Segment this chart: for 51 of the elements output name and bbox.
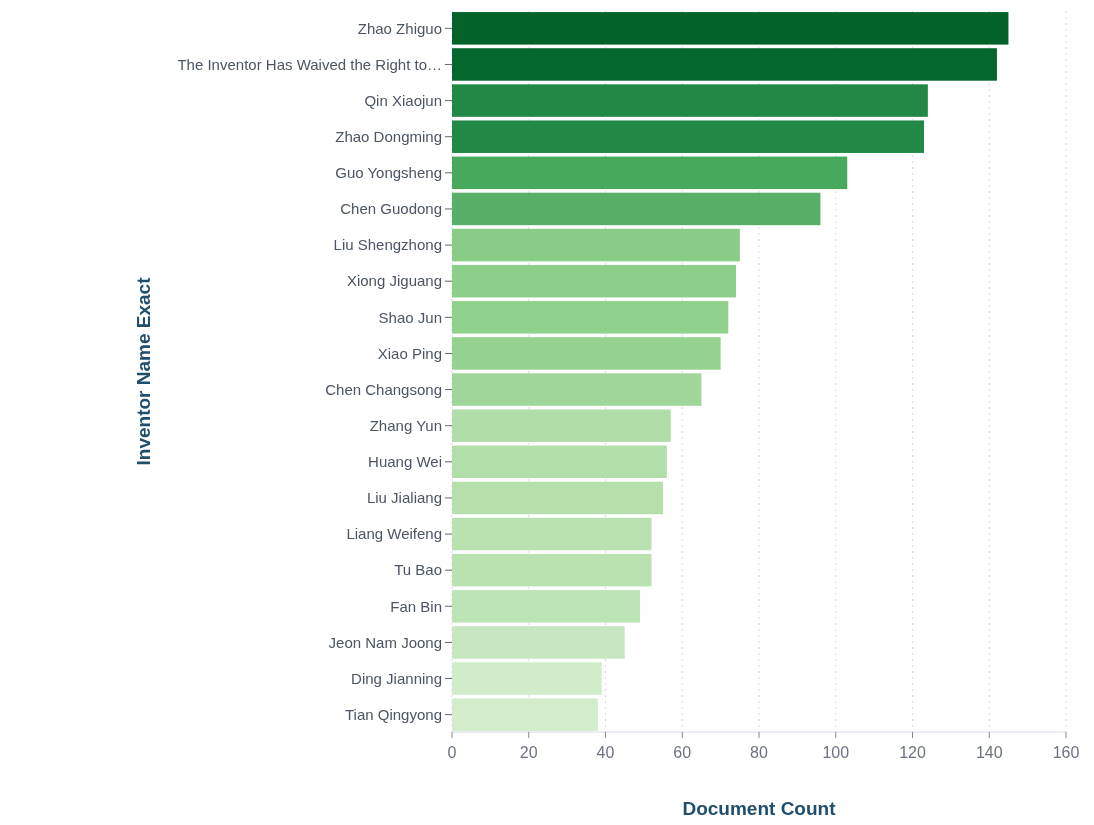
bar [452, 445, 667, 479]
y-tick-label: Zhao Zhiguo [357, 19, 442, 37]
x-tick-label: 160 [1052, 744, 1080, 761]
bar [452, 553, 652, 587]
bar [452, 264, 736, 298]
y-tick-label: Xiao Ping [377, 344, 442, 362]
bar [452, 698, 598, 731]
bar [452, 626, 625, 659]
bar [452, 84, 928, 117]
y-tick-label: Chen Changsong [325, 380, 442, 398]
bar [452, 481, 664, 515]
x-tick-label: 60 [673, 744, 692, 761]
x-tick-label: 120 [899, 744, 926, 761]
y-tick-label: Liang Weifeng [346, 525, 442, 543]
y-tick-label: The Inventor Has Waived the Right to… [177, 55, 442, 73]
bar [452, 590, 641, 623]
y-tick-label: Huang Wei [368, 453, 442, 471]
y-tick-label: Zhang Yun [369, 416, 442, 434]
bar [452, 120, 925, 153]
x-tick-label: 0 [447, 744, 457, 761]
x-tick-label: 140 [975, 744, 1003, 761]
x-tick-label: 80 [750, 744, 768, 761]
y-tick-label: Shao Jun [378, 308, 442, 326]
bar [452, 228, 740, 262]
y-tick-label: Qin Xiaojun [364, 91, 442, 109]
bar [452, 301, 729, 334]
x-tick-label: 100 [822, 744, 850, 761]
x-axis-title: Document Count [682, 798, 837, 819]
bar [452, 12, 1009, 45]
bar [452, 192, 821, 226]
y-tick-label: Tian Qingyong [344, 705, 442, 723]
bar [452, 409, 671, 442]
x-tick-label: 40 [596, 744, 615, 761]
y-tick-label: Jeon Nam Joong [328, 633, 442, 651]
x-tick-label: 20 [519, 744, 538, 761]
y-tick-label: Liu Jialiang [366, 489, 442, 507]
y-tick-label: Fan Bin [390, 597, 442, 615]
bar [452, 662, 602, 695]
bar [452, 373, 702, 406]
bar [452, 48, 997, 81]
y-tick-label: Chen Guodong [340, 200, 442, 218]
bar [452, 156, 848, 190]
y-tick-label: Liu Shengzhong [333, 236, 442, 254]
y-tick-label: Xiong Jiguang [346, 272, 442, 290]
bar [452, 517, 652, 551]
y-tick-label: Guo Yongsheng [335, 164, 442, 182]
y-tick-label: Zhao Dongming [335, 127, 442, 145]
y-tick-label: Tu Bao [394, 561, 442, 579]
bar [452, 337, 721, 370]
y-axis-title: Inventor Name Exact [133, 276, 154, 466]
y-tick-label: Ding Jianning [351, 669, 442, 687]
